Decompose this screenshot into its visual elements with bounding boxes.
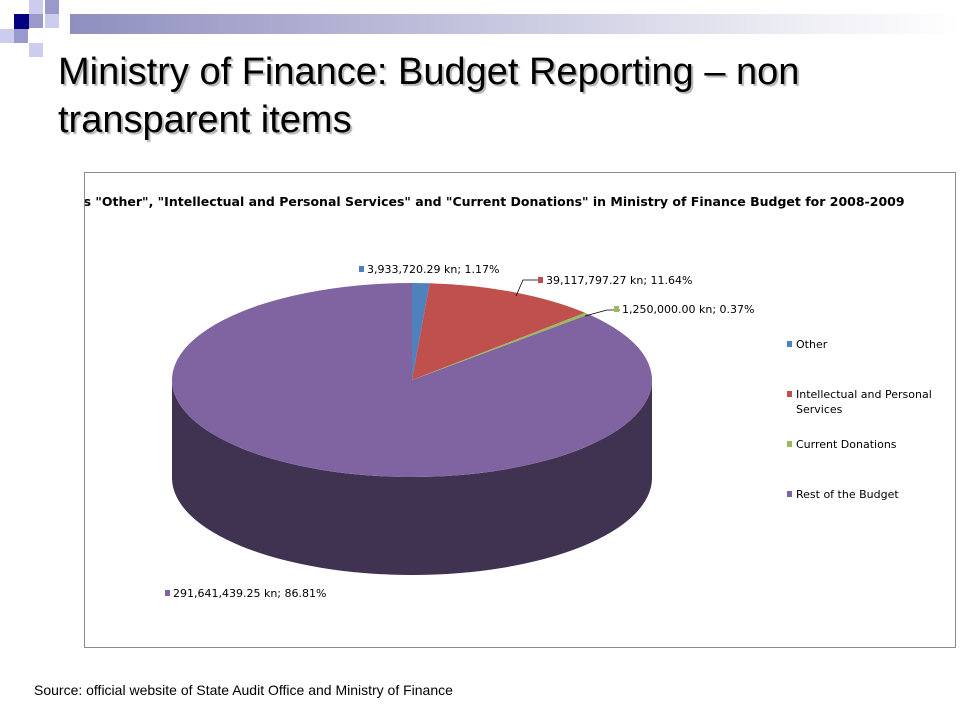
pie-slice-current-donations	[412, 312, 589, 380]
legend-entry-rest-of-the-budget: Rest of the Budget	[796, 488, 899, 501]
decor-square-light	[29, 43, 43, 57]
decor-square-light	[29, 0, 43, 14]
decorative-gradient-bar	[70, 14, 960, 34]
decor-square-light	[45, 14, 59, 28]
legend-entry-intellectual-and-personal-services: Intellectual and Personal Services	[796, 388, 932, 416]
legend-swatch-other	[787, 341, 792, 347]
leader-line-intellectual-and-personal-services	[515, 279, 543, 297]
data-label-other: 3,933,720.29 kn; 1.17%	[367, 263, 499, 276]
pie-slice-rest-of-the-budget	[172, 283, 652, 477]
pie-slice-intellectual-and-personal-services	[412, 283, 586, 380]
data-label-intellectual-and-personal-services: 39,117,797.27 kn; 11.64%	[546, 274, 692, 287]
decor-square-mid	[14, 29, 28, 43]
data-label-swatch-intellectual-and-personal-services	[538, 277, 543, 283]
pie-slice-other	[412, 283, 430, 380]
chart-frame: Items "Other", "Intellectual and Persona…	[84, 172, 956, 648]
legend-entry-other: Other	[796, 338, 828, 351]
chart-title: Items "Other", "Intellectual and Persona…	[85, 194, 905, 209]
data-label-rest-of-the-budget: 291,641,439.25 kn; 86.81%	[173, 587, 326, 600]
slide-title: Ministry of Finance: Budget Reporting – …	[58, 51, 800, 141]
source-note: Source: official website of State Audit …	[34, 682, 453, 698]
decor-square-mid	[29, 14, 43, 28]
data-label-swatch-current-donations	[614, 306, 619, 312]
data-label-current-donations: 1,250,000.00 kn; 0.37%	[622, 303, 754, 316]
legend-swatch-current-donations	[787, 441, 792, 447]
decor-square-dark	[14, 14, 29, 29]
legend-swatch-rest-of-the-budget	[787, 491, 792, 497]
pie-side-rest-of-the-budget	[172, 380, 652, 575]
data-label-swatch-other	[359, 266, 364, 272]
decor-square-mid	[45, 0, 59, 14]
decor-square-light	[0, 29, 14, 43]
slide-decoration	[0, 0, 960, 60]
legend-swatch-intellectual-and-personal-services	[787, 391, 792, 397]
data-label-swatch-rest-of-the-budget	[165, 590, 170, 596]
legend-entry-current-donations: Current Donations	[796, 438, 897, 451]
pie-chart: Items "Other", "Intellectual and Persona…	[85, 194, 932, 600]
